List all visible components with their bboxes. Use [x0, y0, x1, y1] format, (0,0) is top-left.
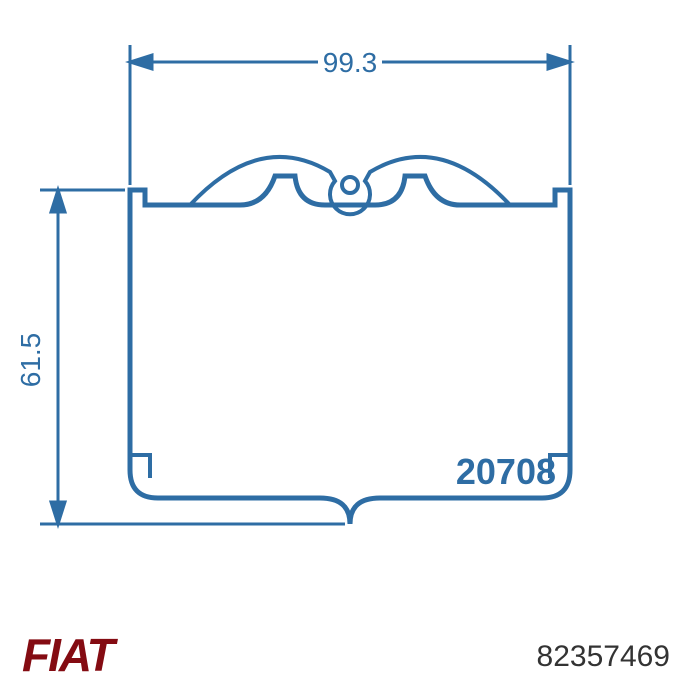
dimension-width-value: 99.3	[323, 47, 378, 78]
brand-logo: FIAT	[22, 628, 113, 682]
technical-diagram: 99.3 61.5 20708	[0, 0, 700, 616]
dimension-height: 61.5	[15, 190, 345, 524]
part-number: 82357469	[537, 640, 670, 674]
dimension-width: 99.3	[130, 44, 570, 185]
footer: FIAT 82357469	[0, 616, 700, 700]
drawing-canvas: 99.3 61.5 20708 FIAT 82357469	[0, 0, 700, 700]
dimension-height-value: 61.5	[15, 333, 46, 388]
part-code: 20708	[456, 451, 556, 492]
